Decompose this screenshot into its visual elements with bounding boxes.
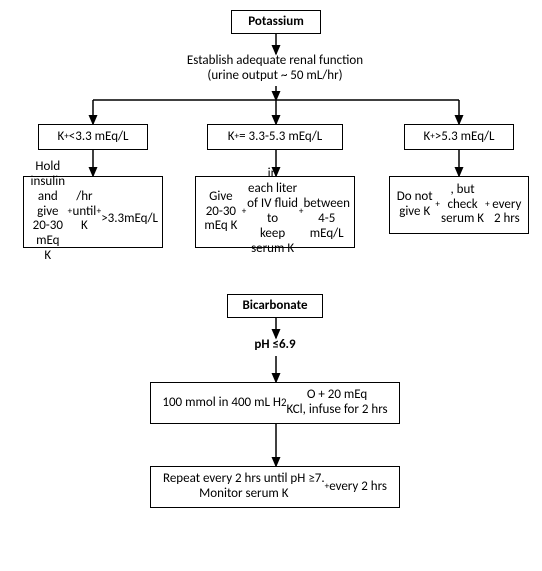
node-renal_function: Establish adequate renal function(urine … — [160, 54, 390, 86]
node-ph_cond: pH ≤6.9 — [240, 338, 310, 356]
node-k_high_cond: K+ >5.3 mEq/L — [404, 124, 514, 150]
node-bicarb_action: 100 mmol in 400 mL H2O + 20 mEqKCl, infu… — [150, 382, 400, 424]
node-k_low_cond: K+ <3.3 mEq/L — [38, 124, 148, 150]
flowchart-canvas: Potassium Establish adequate renal functi… — [0, 0, 542, 571]
node-k_mid_action: Give 20-30 mEq K+ ineach liter of IV flu… — [195, 176, 355, 248]
node-bicarbonate_title: Bicarbonate — [227, 294, 323, 318]
node-k_high_action: Do not give K+, butcheck serum K+every 2… — [389, 176, 529, 234]
node-potassium_title: Potassium — [231, 10, 321, 34]
node-bicarb_repeat: Repeat every 2 hrs until pH ≥7.Monitor s… — [150, 466, 400, 508]
node-k_mid_cond: K+ = 3.3-5.3 mEq/L — [207, 124, 343, 150]
node-k_low_action: Hold insulin andgive 20-30 mEqK+/hr unti… — [23, 176, 163, 248]
